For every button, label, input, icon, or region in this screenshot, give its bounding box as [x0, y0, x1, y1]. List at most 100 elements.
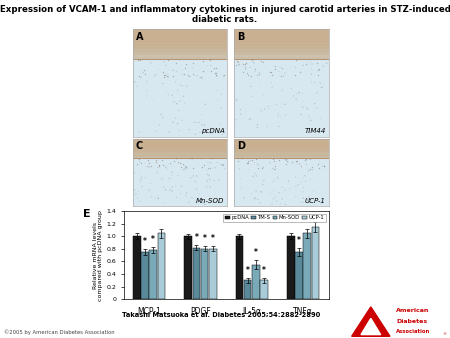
Point: [169, 100, 176, 105]
Point: [172, 79, 179, 85]
Text: ©2005 by American Diabetes Association: ©2005 by American Diabetes Association: [4, 330, 115, 335]
Point: [308, 72, 315, 77]
Point: [178, 164, 185, 169]
Point: [281, 102, 288, 107]
Bar: [133, 41, 227, 42]
Text: *: *: [262, 266, 266, 275]
Point: [166, 187, 174, 193]
Point: [315, 67, 322, 73]
Point: [271, 163, 279, 168]
Point: [257, 59, 264, 64]
Point: [213, 73, 220, 79]
Point: [161, 185, 168, 190]
Bar: [133, 34, 227, 35]
Point: [270, 166, 277, 172]
Point: [204, 160, 212, 166]
Point: [168, 188, 176, 194]
Point: [315, 162, 322, 167]
Point: [271, 67, 279, 72]
Point: [251, 160, 258, 165]
Point: [131, 170, 138, 175]
Point: [292, 174, 299, 180]
Point: [149, 98, 157, 103]
Point: [292, 194, 299, 200]
Point: [251, 195, 258, 201]
Point: [305, 193, 312, 199]
Point: [161, 59, 168, 65]
Point: [146, 187, 153, 193]
Point: [268, 201, 275, 207]
Point: [131, 187, 138, 193]
Y-axis label: Relative mRNA levels
compared with pcDNA group: Relative mRNA levels compared with pcDNA…: [93, 210, 104, 300]
Bar: [133, 153, 227, 154]
Bar: [234, 38, 328, 39]
Bar: [133, 140, 227, 141]
Point: [248, 157, 256, 163]
Point: [248, 84, 255, 89]
Point: [196, 129, 203, 135]
Bar: [234, 31, 328, 32]
Bar: [234, 57, 328, 58]
Bar: [133, 143, 227, 144]
Point: [305, 197, 312, 202]
Point: [320, 63, 327, 69]
Point: [237, 107, 244, 112]
Point: [217, 106, 225, 111]
Point: [304, 106, 311, 112]
Bar: [234, 31, 328, 32]
Point: [194, 73, 202, 78]
Point: [155, 196, 162, 201]
Point: [282, 112, 289, 118]
Bar: [133, 43, 227, 44]
Bar: [133, 142, 227, 143]
Point: [299, 199, 306, 204]
Point: [153, 157, 160, 162]
Point: [252, 156, 260, 162]
Point: [150, 73, 158, 79]
Bar: [133, 50, 227, 51]
Bar: [234, 39, 328, 40]
Legend: pcDNA, TM-S, Mn-SOD, UCP-1: pcDNA, TM-S, Mn-SOD, UCP-1: [223, 214, 326, 222]
Point: [270, 156, 277, 161]
Point: [269, 166, 276, 171]
Point: [261, 106, 268, 112]
Point: [136, 198, 144, 204]
Point: [299, 91, 306, 96]
Point: [239, 70, 246, 75]
Bar: [234, 142, 328, 143]
Bar: [234, 140, 328, 141]
Point: [219, 131, 226, 137]
Point: [211, 177, 218, 183]
Point: [182, 65, 189, 70]
Point: [173, 155, 180, 161]
Point: [173, 195, 180, 200]
Point: [293, 91, 301, 96]
Point: [180, 94, 187, 99]
Point: [134, 57, 141, 63]
Point: [162, 165, 169, 170]
Bar: [133, 236, 140, 299]
Point: [255, 71, 262, 76]
Point: [220, 73, 227, 79]
Point: [159, 111, 166, 117]
Point: [136, 156, 143, 162]
Point: [254, 73, 261, 78]
Point: [308, 66, 315, 72]
Point: [244, 161, 251, 166]
Point: [203, 168, 211, 173]
Bar: [252, 265, 260, 299]
Bar: [234, 153, 328, 154]
Bar: [287, 236, 295, 299]
Point: [177, 191, 184, 196]
Point: [309, 167, 316, 173]
Point: [290, 93, 297, 99]
Text: Association: Association: [396, 329, 431, 334]
Point: [179, 83, 186, 89]
Bar: [234, 34, 328, 35]
Point: [248, 57, 256, 63]
Bar: [133, 54, 227, 55]
Point: [161, 200, 168, 206]
Point: [307, 157, 314, 162]
Bar: [234, 144, 328, 145]
Point: [275, 69, 282, 74]
